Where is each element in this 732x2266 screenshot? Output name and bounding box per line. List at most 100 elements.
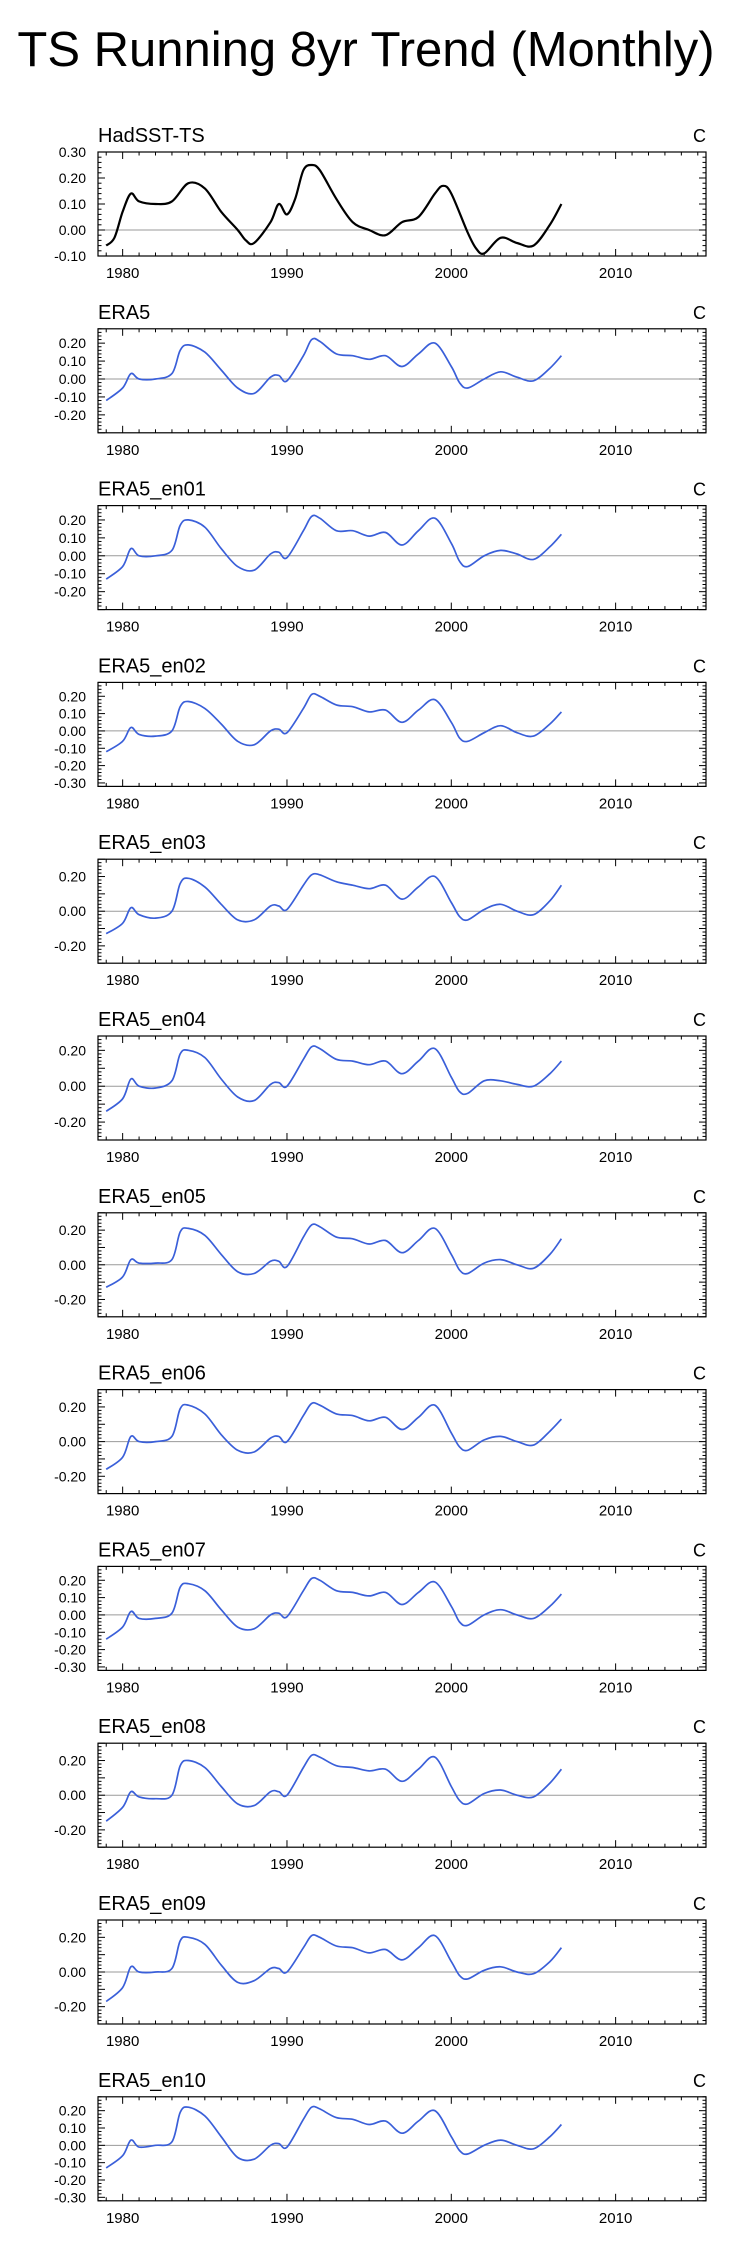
x-tick-label: 2000 [435, 972, 468, 989]
x-tick-label: 2000 [435, 1326, 468, 1343]
panel-title: ERA5 [98, 302, 150, 324]
x-tick-label: 1980 [106, 1856, 139, 1873]
y-tick-label: 0.20 [59, 1222, 86, 1238]
y-tick-label: 0.20 [59, 1572, 86, 1588]
x-tick-label: 1980 [106, 2033, 139, 2050]
series-line [105, 1753, 563, 1822]
x-tick-label: 1990 [270, 265, 303, 282]
panel-title: ERA5_en02 [98, 655, 206, 677]
x-tick-label: 1980 [106, 442, 139, 459]
x-tick-label: 1980 [106, 795, 139, 812]
x-tick-label: 2010 [599, 442, 632, 459]
x-tick-label: 2000 [435, 1856, 468, 1873]
panel-1: HadSST-TS C 1980 1990 2000 2010 0.30 0.20 0.10 0.… [54, 125, 707, 282]
panel-units: C [693, 833, 706, 853]
x-tick-label: 1980 [106, 619, 139, 636]
y-tick-label: 0.20 [59, 688, 86, 704]
x-tick-label: 1990 [270, 795, 303, 812]
panel-12: ERA5_en10 C 1980 1990 2000 2010 0.200.100.00 -0… [54, 2070, 707, 2227]
series-line [105, 1934, 563, 2003]
plot-frame [97, 505, 707, 611]
panel-title: HadSST-TS [98, 125, 205, 147]
y-tick-label: 0.00 [59, 1964, 86, 1980]
y-tick-label: 0.10 [59, 196, 86, 212]
panel-title: ERA5_en06 [98, 1363, 206, 1385]
panel-units: C [693, 1187, 706, 1207]
x-tick-label: 1990 [270, 1326, 303, 1343]
y-tick-label: -0.20 [54, 1822, 86, 1838]
panel-7: ERA5_en05 C 1980 1990 2000 2010 0.20 0.00 -0.20 [54, 1186, 707, 1343]
x-tick-label: 1990 [270, 2033, 303, 2050]
y-tick-label: 0.20 [59, 1753, 86, 1769]
series-line [105, 2105, 563, 2169]
x-tick-label: 1980 [106, 1503, 139, 1520]
y-tick-label: 0.00 [59, 1257, 86, 1273]
series-line [105, 337, 563, 402]
plot-frame [97, 1388, 707, 1495]
x-tick-label: 2010 [599, 1326, 632, 1343]
x-tick-label: 1990 [270, 2210, 303, 2227]
panel-units: C [693, 1010, 706, 1030]
x-tick-label: 2010 [599, 619, 632, 636]
y-tick-label: 0.00 [59, 2137, 86, 2153]
y-tick-label: 0.20 [59, 2103, 86, 2119]
y-tick-label: -0.20 [54, 1999, 86, 2015]
x-tick-label: 1990 [270, 619, 303, 636]
x-tick-label: 2010 [599, 1149, 632, 1166]
y-tick-label: -0.20 [54, 407, 86, 423]
x-tick-label: 2000 [435, 1149, 468, 1166]
y-tick-label: 0.30 [59, 144, 86, 160]
plot-frame [97, 2096, 707, 2202]
y-tick-label: 0.00 [59, 548, 86, 564]
panel-units: C [693, 480, 706, 500]
panel-title: ERA5_en07 [98, 1539, 206, 1561]
y-tick-label: 0.00 [59, 1078, 86, 1094]
y-tick-label: -0.30 [54, 2189, 86, 2205]
y-tick-label: 0.00 [59, 1434, 86, 1450]
y-tick-label: -0.10 [54, 248, 86, 264]
y-tick-label: -0.10 [54, 740, 86, 756]
x-tick-label: 1990 [270, 1679, 303, 1696]
y-tick-label: 0.10 [59, 353, 86, 369]
panel-units: C [693, 126, 706, 146]
panel-units: C [693, 1540, 706, 1560]
panel-title: ERA5_en08 [98, 1716, 206, 1738]
series-line [105, 1223, 563, 1289]
panel-units: C [693, 303, 706, 323]
y-tick-label: -0.20 [54, 2172, 86, 2188]
y-tick-label: 0.20 [59, 1399, 86, 1415]
y-tick-label: -0.30 [54, 775, 86, 791]
x-tick-label: 2010 [599, 2033, 632, 2050]
x-tick-label: 2010 [599, 2210, 632, 2227]
x-tick-label: 1980 [106, 1326, 139, 1343]
y-tick-label: 0.20 [59, 512, 86, 528]
panel-title: ERA5_en05 [98, 1186, 206, 1208]
y-tick-label: 0.00 [59, 222, 86, 238]
panel-6: ERA5_en04 C 1980 1990 2000 2010 0.20 0.00 -0.20 [54, 1009, 707, 1166]
x-tick-label: 1980 [106, 2210, 139, 2227]
y-tick-label: 0.10 [59, 706, 86, 722]
y-tick-label: -0.20 [54, 758, 86, 774]
series-line [105, 1401, 563, 1471]
y-tick-label: 0.00 [59, 903, 86, 919]
series-line [105, 692, 563, 753]
series-line [105, 872, 563, 935]
panel-units: C [693, 1717, 706, 1737]
x-tick-label: 1990 [270, 442, 303, 459]
panel-units: C [693, 1364, 706, 1384]
panel-10: ERA5_en08 C 1980 1990 2000 2010 0.20 0.00 -0.20 [54, 1716, 707, 1873]
x-tick-label: 1980 [106, 265, 139, 282]
x-tick-label: 1980 [106, 1679, 139, 1696]
y-tick-label: 0.00 [59, 723, 86, 739]
y-tick-label: 0.10 [59, 1590, 86, 1606]
panel-units: C [693, 2071, 706, 2091]
y-tick-label: -0.20 [54, 1642, 86, 1658]
series-line [105, 514, 563, 580]
x-tick-label: 1990 [270, 972, 303, 989]
panel-3: ERA5_en01 C 1980 1990 2000 2010 0.20 0.10 0.00 -0… [54, 479, 707, 636]
y-tick-label: 0.10 [59, 2120, 86, 2136]
x-tick-label: 2010 [599, 265, 632, 282]
